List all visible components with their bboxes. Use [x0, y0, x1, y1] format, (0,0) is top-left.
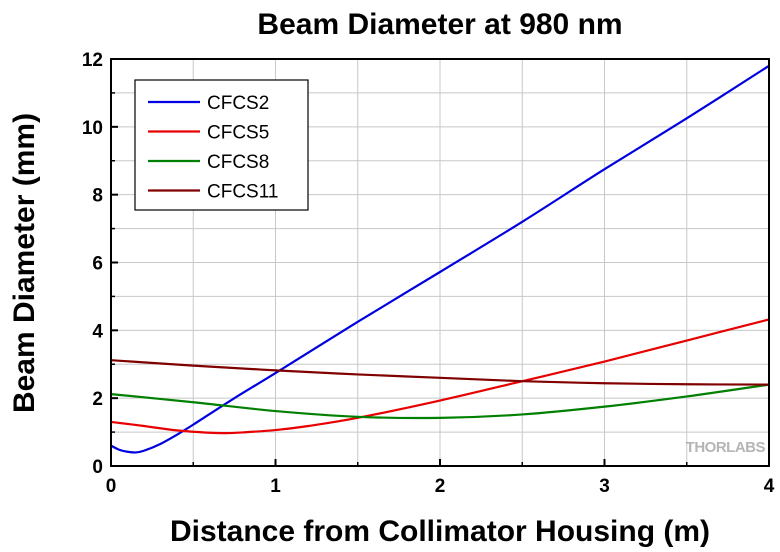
y-tick-label: 8	[92, 186, 103, 207]
x-tick-label: 0	[106, 476, 117, 497]
y-tick-label: 0	[92, 457, 103, 478]
series-line-cfcs2	[110, 64, 770, 454]
series-line-cfcs8	[110, 383, 770, 420]
legend-label-cfcs2: CFCS2	[207, 93, 269, 114]
y-tick-label: 6	[92, 254, 103, 275]
y-tick-label: 10	[82, 118, 103, 139]
series-group	[110, 64, 770, 454]
chart-title: Beam Diameter at 980 nm	[257, 8, 622, 41]
x-tick-label: 1	[270, 476, 281, 497]
legend-label-cfcs8: CFCS8	[207, 152, 269, 173]
x-tick-label: 3	[599, 476, 610, 497]
y-tick-label: 2	[92, 389, 103, 410]
series-line-cfcs11	[110, 359, 770, 386]
x-tick-label: 2	[435, 476, 446, 497]
y-tick-label: 12	[82, 50, 103, 71]
legend-label-cfcs5: CFCS5	[207, 123, 269, 144]
y-axis-label: Beam Diameter (mm)	[8, 113, 41, 413]
y-tick-label: 4	[92, 321, 103, 342]
x-tick-label: 4	[764, 476, 775, 497]
legend-label-cfcs11: CFCS11	[207, 182, 278, 203]
gridlines	[111, 59, 769, 466]
legend: CFCS2 CFCS5 CFCS8 CFCS11	[134, 79, 309, 211]
series-line-cfcs5	[110, 318, 770, 435]
thorlabs-watermark: THORLABS	[686, 439, 766, 456]
x-axis-label: Distance from Collimator Housing (m)	[170, 515, 710, 548]
